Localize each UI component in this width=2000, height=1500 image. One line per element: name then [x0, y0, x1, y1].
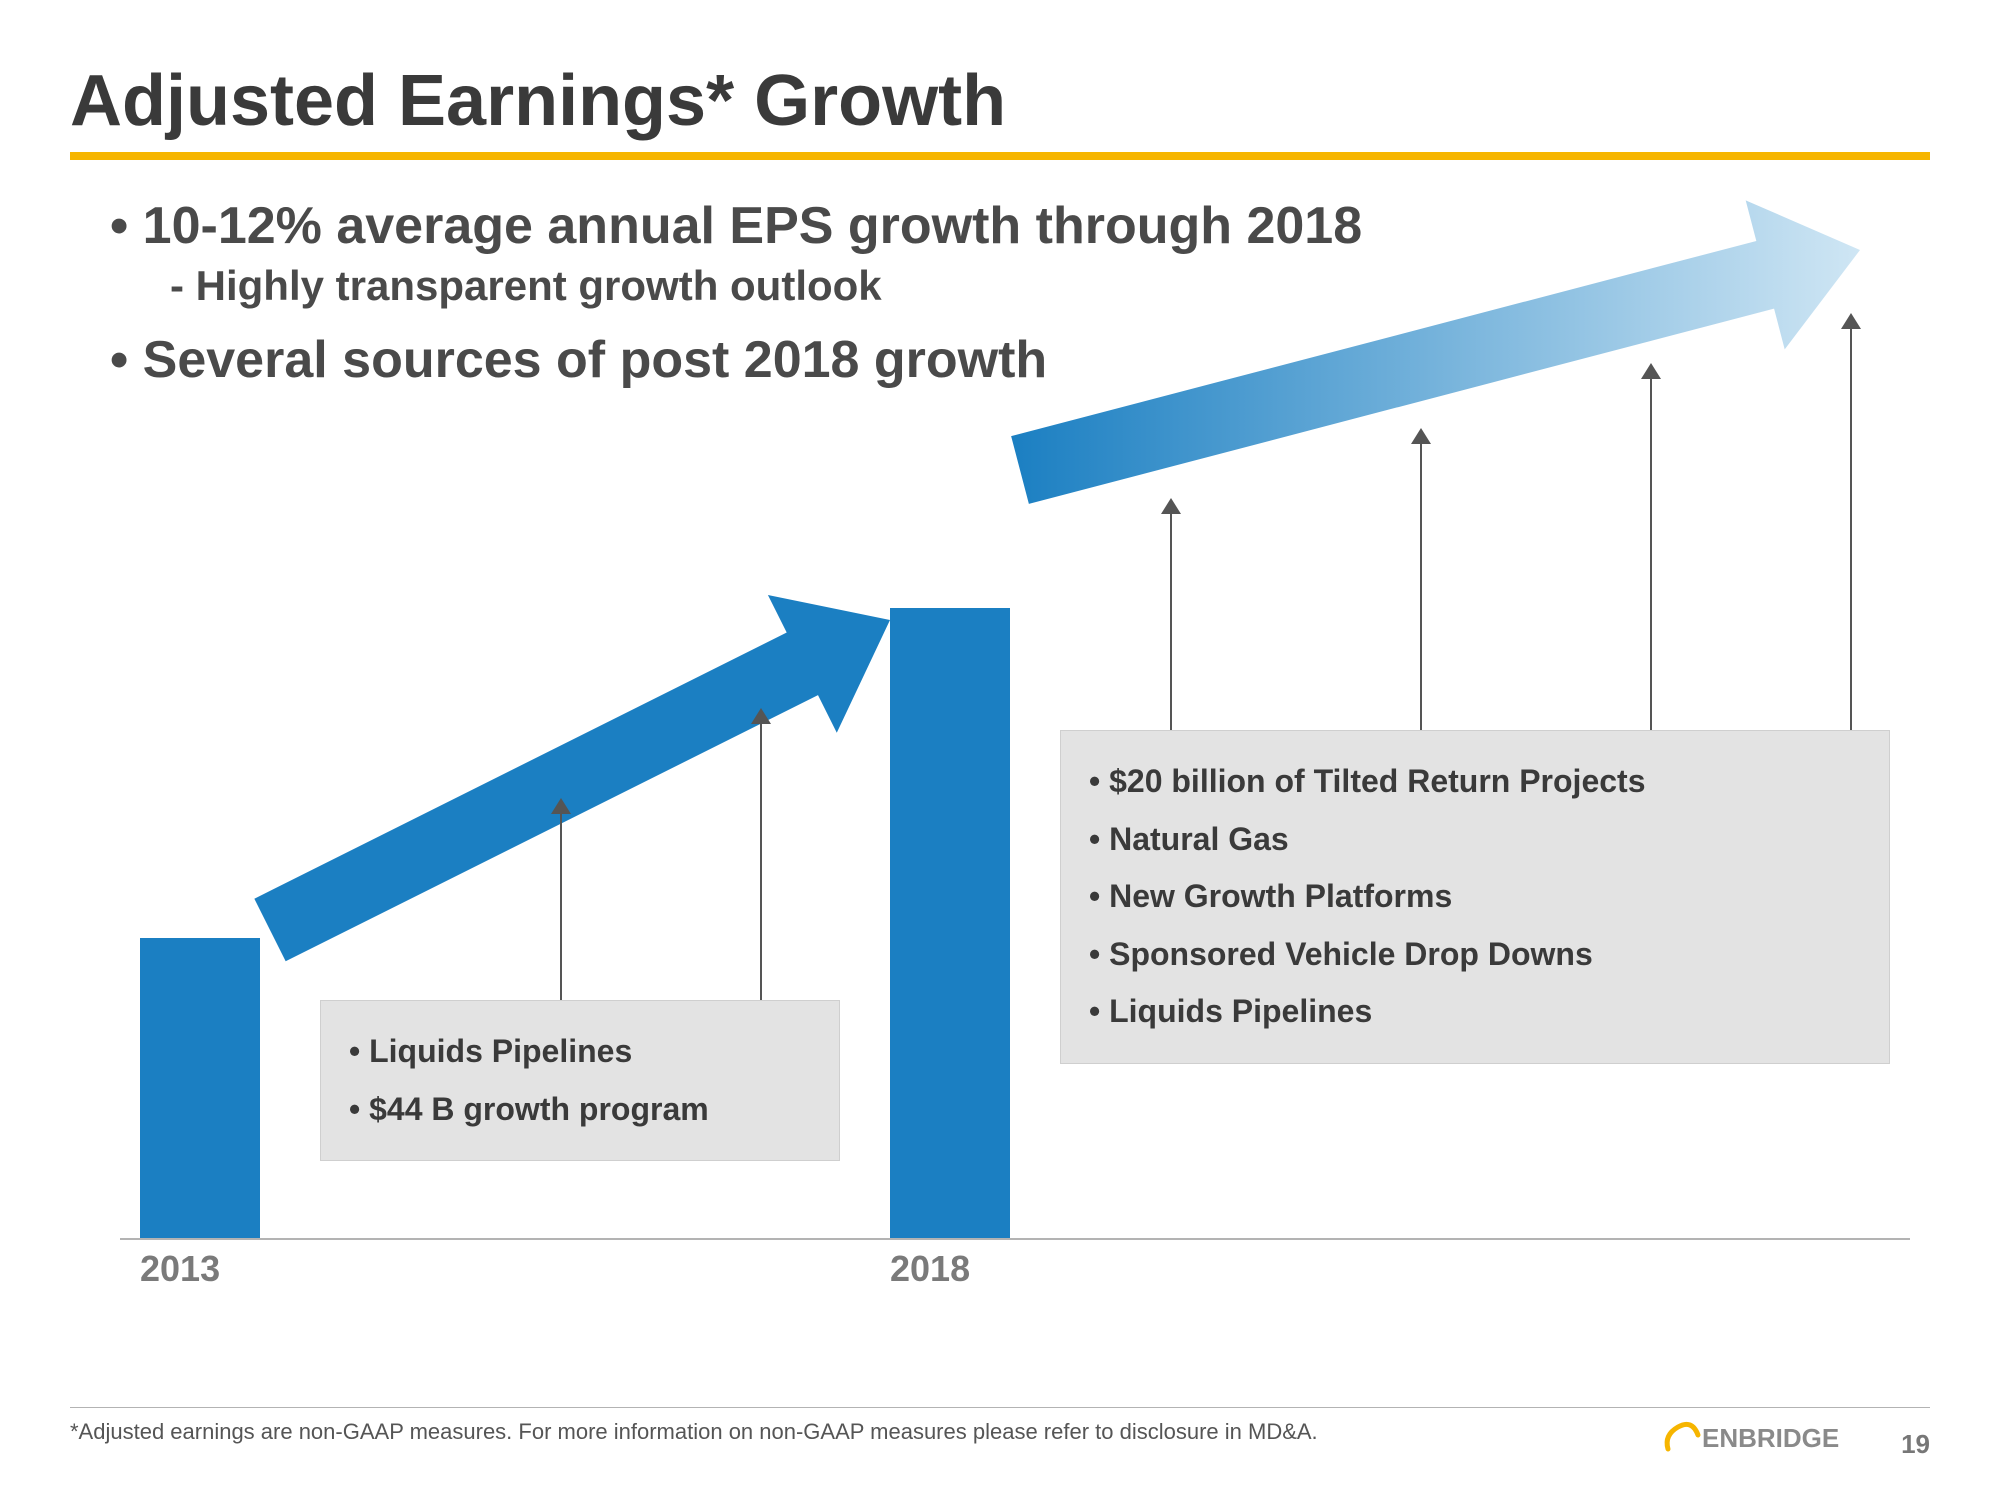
pointer-line	[1420, 430, 1422, 730]
axis-label-2013: 2013	[140, 1248, 220, 1290]
pointer-line	[1650, 365, 1652, 730]
callout-item: Sponsored Vehicle Drop Downs	[1089, 926, 1861, 984]
title-underline	[70, 152, 1930, 160]
arrowhead-icon	[1161, 498, 1181, 519]
pointer-line	[1850, 315, 1852, 730]
callout-item: $44 B growth program	[349, 1081, 811, 1139]
callout-item: Liquids Pipelines	[1089, 983, 1861, 1041]
pointer-line	[1170, 500, 1172, 730]
axis-label-2018: 2018	[890, 1248, 970, 1290]
pointer-line	[560, 800, 562, 1000]
footnote-rule	[70, 1407, 1930, 1408]
callout-item: $20 billion of Tilted Return Projects	[1089, 753, 1861, 811]
slide: Adjusted Earnings* Growth 10-12% average…	[0, 0, 2000, 1500]
arrowhead-icon	[1411, 428, 1431, 449]
logo-text: ENBRIDGE	[1702, 1423, 1839, 1453]
callout-item: New Growth Platforms	[1089, 868, 1861, 926]
page-number: 19	[1901, 1429, 1930, 1460]
footnote-text: *Adjusted earnings are non-GAAP measures…	[70, 1419, 1318, 1445]
callout-item: Liquids Pipelines	[349, 1023, 811, 1081]
callout-box-right: $20 billion of Tilted Return ProjectsNat…	[1060, 730, 1890, 1064]
callout-item: Natural Gas	[1089, 811, 1861, 869]
arrowhead-icon	[1641, 363, 1661, 384]
enbridge-logo: ENBRIDGE	[1660, 1417, 1880, 1462]
arrowhead-icon	[551, 798, 571, 819]
growth-chart: 2013 2018 10-12% EPS CAGR Liqu	[120, 560, 1910, 1300]
arrowhead-icon	[751, 708, 771, 729]
page-title: Adjusted Earnings* Growth	[70, 60, 1930, 142]
arrowhead-icon	[1841, 313, 1861, 334]
pointer-line	[760, 710, 762, 1000]
callout-box-left: Liquids Pipelines$44 B growth program	[320, 1000, 840, 1161]
